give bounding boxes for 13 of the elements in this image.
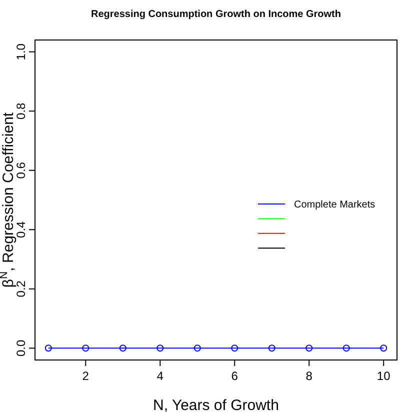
y-tick-label: 0.0 xyxy=(14,339,28,356)
y-tick-label: 0.4 xyxy=(14,220,28,238)
x-tick-label: 4 xyxy=(156,369,164,383)
y-tick-label: 1.0 xyxy=(14,43,28,60)
y-tick-label: 0.6 xyxy=(14,162,28,179)
legend-label: Complete Markets xyxy=(294,200,376,210)
x-tick-label: 10 xyxy=(376,369,391,383)
x-tick-label: 2 xyxy=(82,369,90,383)
y-tick-label: 0.8 xyxy=(14,102,28,120)
x-tick-label: 8 xyxy=(306,369,313,383)
chart-title: Regressing Consumption Growth on Income Growth xyxy=(90,9,342,20)
x-axis-title: N, Years of Growth xyxy=(153,397,279,414)
x-tick-label: 6 xyxy=(231,369,238,383)
